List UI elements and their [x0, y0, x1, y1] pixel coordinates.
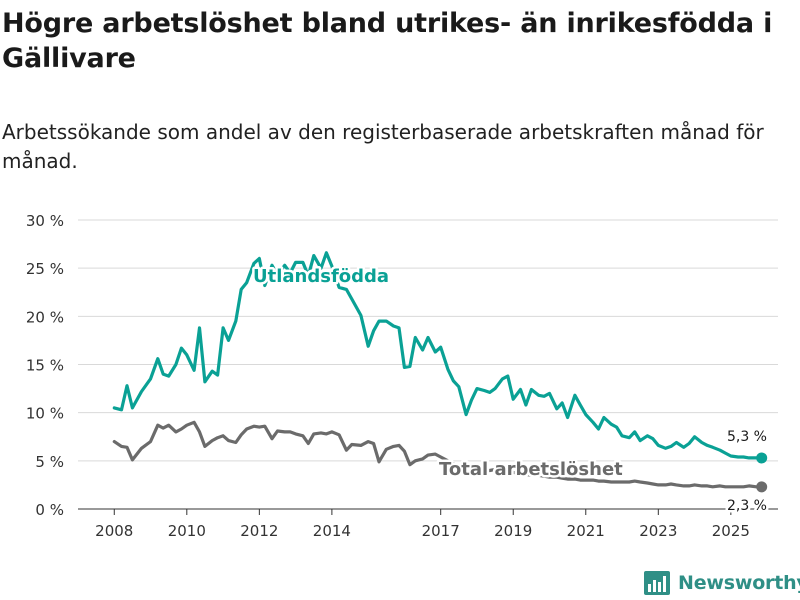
x-tick-label: 2010 [168, 522, 206, 540]
x-axis: 2008 2010 2012 2014 2017 2019 2021 2023 2025 [78, 508, 778, 540]
x-tick-label: 2019 [494, 522, 532, 540]
end-value-utlandsfodda: 5,3 % [727, 429, 767, 445]
brand-logo: Newsworthy [644, 567, 800, 599]
series-label-utlandsfodda-halo: Utlandsfödda [253, 266, 389, 287]
chart-subtitle: Arbetssökande som andel av den registerb… [2, 120, 764, 173]
end-value-total-halo: 2,3 % [727, 498, 767, 514]
x-tick-label: 2012 [240, 522, 278, 540]
y-axis-tick-labels: 0 % 5 % 10 % 15 % 20 % 25 % 30 % [26, 212, 64, 519]
newsworthy-icon [644, 571, 670, 595]
x-tick-label: 2014 [313, 522, 351, 540]
series-lines [112, 251, 768, 493]
y-tick-label: 0 % [35, 501, 64, 519]
brand-name: Newsworthy [678, 572, 800, 594]
x-tick-label: 2017 [422, 522, 460, 540]
series-end-point-0 [756, 452, 768, 464]
chart-title: Högre arbetslöshet bland utrikes- än inr… [2, 8, 773, 74]
y-tick-label: 10 % [26, 405, 64, 423]
y-tick-label: 30 % [26, 212, 64, 230]
series-line-0 [112, 251, 764, 460]
series-line-1 [112, 420, 764, 489]
end-value-total: 2,3 % [727, 498, 767, 514]
series-label-utlandsfodda: Utlandsfödda [253, 266, 389, 287]
y-tick-label: 20 % [26, 308, 64, 326]
x-tick-label: 2025 [712, 522, 750, 540]
series-label-total: Total arbetslöshet [439, 459, 623, 480]
gridlines [78, 219, 778, 462]
x-tick-label: 2008 [95, 522, 133, 540]
series-label-total-halo: Total arbetslöshet [439, 459, 623, 480]
y-tick-label: 15 % [26, 357, 64, 375]
end-value-utlandsfodda-halo: 5,3 % [727, 429, 767, 445]
y-tick-label: 5 % [35, 453, 64, 471]
x-tick-label: 2023 [639, 522, 677, 540]
series-end-point-1 [756, 481, 768, 493]
x-tick-label: 2021 [567, 522, 605, 540]
y-tick-label: 25 % [26, 260, 64, 278]
